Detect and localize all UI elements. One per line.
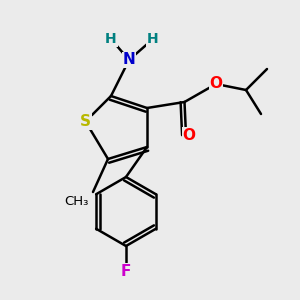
Text: S: S (80, 114, 91, 129)
Text: H: H (147, 32, 159, 46)
Text: F: F (121, 264, 131, 279)
Text: H: H (105, 32, 117, 46)
Text: O: O (182, 128, 196, 142)
Text: CH₃: CH₃ (64, 195, 88, 208)
Text: N: N (123, 52, 135, 68)
Text: O: O (209, 76, 223, 92)
